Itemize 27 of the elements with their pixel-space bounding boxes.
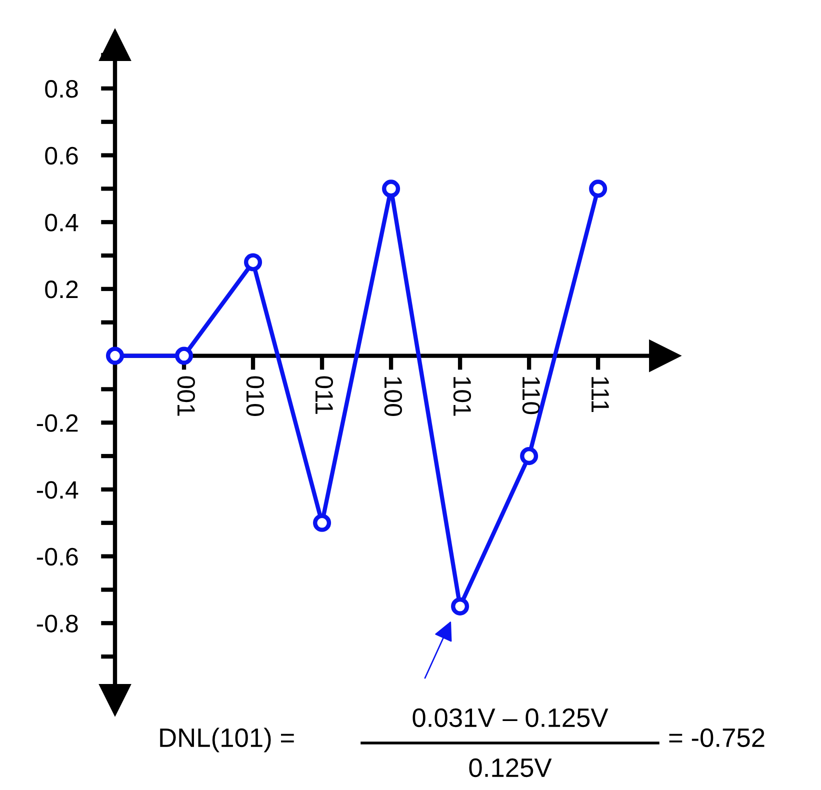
x-tick-label: 111 (592, 377, 609, 412)
text: DNL(101) = (160, 728, 294, 752)
text: = -0.752 (669, 728, 764, 748)
point (244, 253, 262, 272)
point (520, 447, 538, 466)
y-tick-label: 0.2 (45, 280, 78, 298)
x-tick-label: 101 (453, 377, 472, 416)
text: 0.125V (469, 758, 552, 778)
point (106, 346, 124, 365)
y-tick-label: 0.8 (45, 80, 78, 98)
point (589, 180, 608, 198)
y-tick-label: -0.8 (36, 614, 78, 632)
y-tick-label: -0.4 (36, 481, 78, 499)
point (382, 180, 400, 198)
point (174, 346, 194, 365)
text: 0.031V – 0.125V (412, 708, 608, 728)
y-tick-label: -0.2 (36, 414, 78, 432)
y-tick-label: 0.4 (45, 214, 78, 232)
x-tick-label: 001 (177, 376, 195, 416)
x-tick-label: 100 (384, 377, 402, 416)
y-tick-label: 0.6 (45, 146, 78, 165)
y-tick-label: -0.6 (36, 548, 78, 566)
x-tick-label: 010 (246, 376, 264, 416)
point (451, 597, 470, 616)
point (312, 514, 332, 532)
x-tick-label: 011 (315, 376, 334, 414)
x-tick-label: 110 (522, 377, 540, 414)
